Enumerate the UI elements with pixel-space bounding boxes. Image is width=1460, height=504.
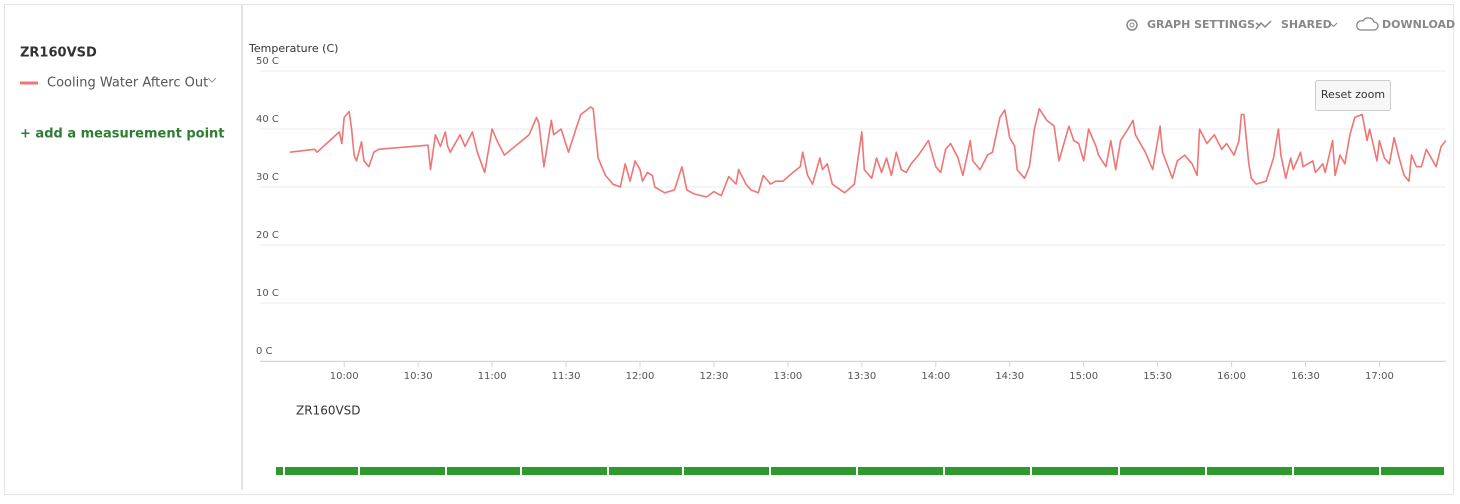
x-tick-label: 12:30	[700, 371, 729, 382]
x-tick-label: 13:00	[773, 371, 802, 382]
shared-button[interactable]: SHARED	[1255, 18, 1338, 31]
device-name: ZR160VSD	[20, 46, 97, 61]
shared-icon	[1255, 20, 1272, 30]
data-line	[289, 106, 1447, 198]
x-tick-label: 15:30	[1143, 371, 1172, 382]
y-tick-label: 0 C	[256, 346, 273, 357]
download-label[interactable]: DOWNLOAD	[1382, 18, 1455, 31]
x-tick-label: 13:30	[847, 371, 876, 382]
timeline-segment[interactable]	[945, 467, 1030, 475]
x-tick-label: 16:30	[1291, 371, 1320, 382]
reset-zoom-label[interactable]: Reset zoom	[1321, 88, 1385, 101]
timeline-segment[interactable]	[522, 467, 607, 475]
timeline-segment[interactable]	[858, 467, 943, 475]
timeline-segment[interactable]	[1381, 467, 1444, 475]
timeline-segment[interactable]	[684, 467, 769, 475]
shared-caret	[1329, 22, 1338, 28]
download-button[interactable]: DOWNLOAD	[1356, 17, 1455, 31]
download-icon	[1356, 17, 1379, 31]
x-tick-label: 12:00	[626, 371, 655, 382]
timeline-segment[interactable]	[771, 467, 856, 475]
x-tick-label: 11:30	[552, 371, 581, 382]
timeline-segment[interactable]	[609, 467, 682, 475]
x-tick-label: 11:00	[478, 371, 507, 382]
timeline-segment[interactable]	[1120, 467, 1205, 475]
y-axis-title: Temperature (C)	[248, 42, 338, 55]
timeline-segment[interactable]	[1294, 467, 1379, 475]
timeline-segment[interactable]	[1032, 467, 1118, 475]
x-tick-label: 10:00	[330, 371, 359, 382]
add-measurement-link[interactable]: + add a measurement point	[20, 127, 225, 142]
y-tick-label: 30 C	[256, 172, 279, 183]
graph-settings-label[interactable]: GRAPH SETTINGS	[1147, 18, 1255, 31]
x-tick-label: 14:00	[921, 371, 950, 382]
y-tick-label: 50 C	[256, 56, 279, 67]
x-tick-label: 17:00	[1365, 371, 1394, 382]
gear-icon	[1126, 19, 1138, 31]
y-tick-label: 10 C	[256, 288, 279, 299]
timeline-bar[interactable]	[276, 467, 1444, 475]
reset-zoom-button[interactable]: Reset zoom	[1315, 80, 1391, 111]
timeline-segment[interactable]	[360, 467, 445, 475]
x-tick-label: 16:00	[1217, 371, 1246, 382]
timeline-label: ZR160VSD	[296, 404, 361, 418]
x-tick-label: 10:30	[404, 371, 433, 382]
timeline-segment[interactable]	[276, 467, 283, 475]
shared-label[interactable]: SHARED	[1281, 18, 1332, 31]
gear-icon-center	[1129, 22, 1135, 28]
card	[4, 4, 1454, 495]
x-tick-label: 15:00	[1069, 371, 1098, 382]
reset-zoom-box[interactable]	[1315, 80, 1391, 111]
x-tick-label: 14:30	[995, 371, 1024, 382]
legend-entry[interactable]: Cooling Water Afterc Out	[47, 76, 208, 91]
timeline-segment[interactable]	[285, 467, 358, 475]
dropdown-icon[interactable]	[207, 77, 217, 83]
y-tick-label: 40 C	[256, 114, 279, 125]
y-tick-label: 20 C	[256, 230, 279, 241]
timeline-segment[interactable]	[1207, 467, 1292, 475]
plot-area: 0 C 10 C 20 C 30 C 40 C 50 C 10:00 10:30 11:00 11…	[256, 56, 1447, 382]
graph-settings-button[interactable]: GRAPH SETTINGS	[1126, 18, 1255, 31]
timeline-segment[interactable]	[447, 467, 520, 475]
